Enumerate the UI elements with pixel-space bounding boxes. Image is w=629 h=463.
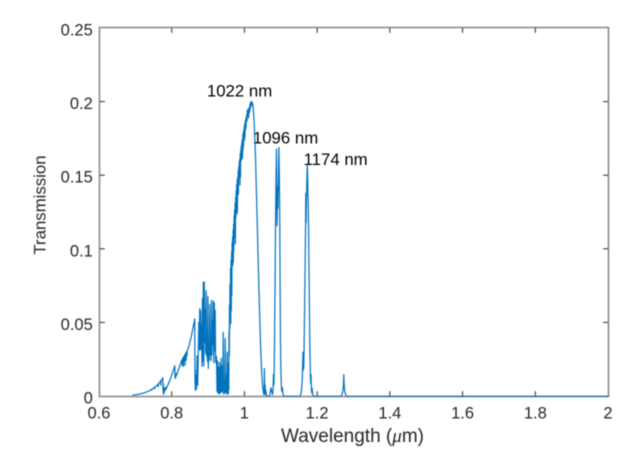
svg-text:1174 nm: 1174 nm xyxy=(304,150,368,169)
svg-text:1: 1 xyxy=(240,404,249,422)
svg-text:0.6: 0.6 xyxy=(88,404,111,422)
svg-text:0.25: 0.25 xyxy=(61,22,93,40)
svg-text:0.1: 0.1 xyxy=(70,242,93,260)
svg-text:0.05: 0.05 xyxy=(61,316,93,334)
svg-text:1.4: 1.4 xyxy=(378,404,401,422)
svg-text:Transmission: Transmission xyxy=(31,155,50,254)
svg-text:1096 nm: 1096 nm xyxy=(253,128,318,147)
svg-text:1.6: 1.6 xyxy=(451,404,474,422)
svg-text:1.2: 1.2 xyxy=(306,404,329,422)
svg-text:2: 2 xyxy=(603,404,612,422)
svg-text:0.15: 0.15 xyxy=(61,169,93,187)
svg-text:0.8: 0.8 xyxy=(160,404,183,422)
svg-text:1.8: 1.8 xyxy=(524,404,547,422)
svg-text:0.2: 0.2 xyxy=(70,95,93,113)
svg-text:Wavelength (μm): Wavelength (μm) xyxy=(281,426,424,447)
svg-text:0: 0 xyxy=(84,390,93,408)
svg-text:1022 nm: 1022 nm xyxy=(207,82,272,101)
